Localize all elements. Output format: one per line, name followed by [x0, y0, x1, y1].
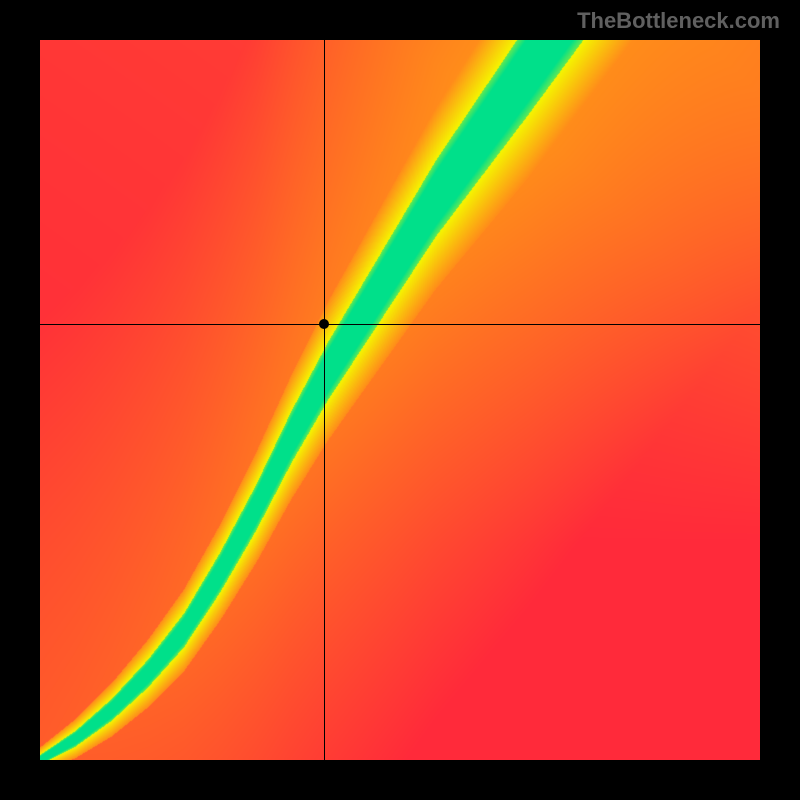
heatmap-canvas: [40, 40, 760, 760]
watermark-text: TheBottleneck.com: [577, 8, 780, 34]
selection-marker: [319, 319, 329, 329]
bottleneck-heatmap: [40, 40, 760, 760]
crosshair-vertical: [324, 40, 325, 760]
crosshair-horizontal: [40, 324, 760, 325]
